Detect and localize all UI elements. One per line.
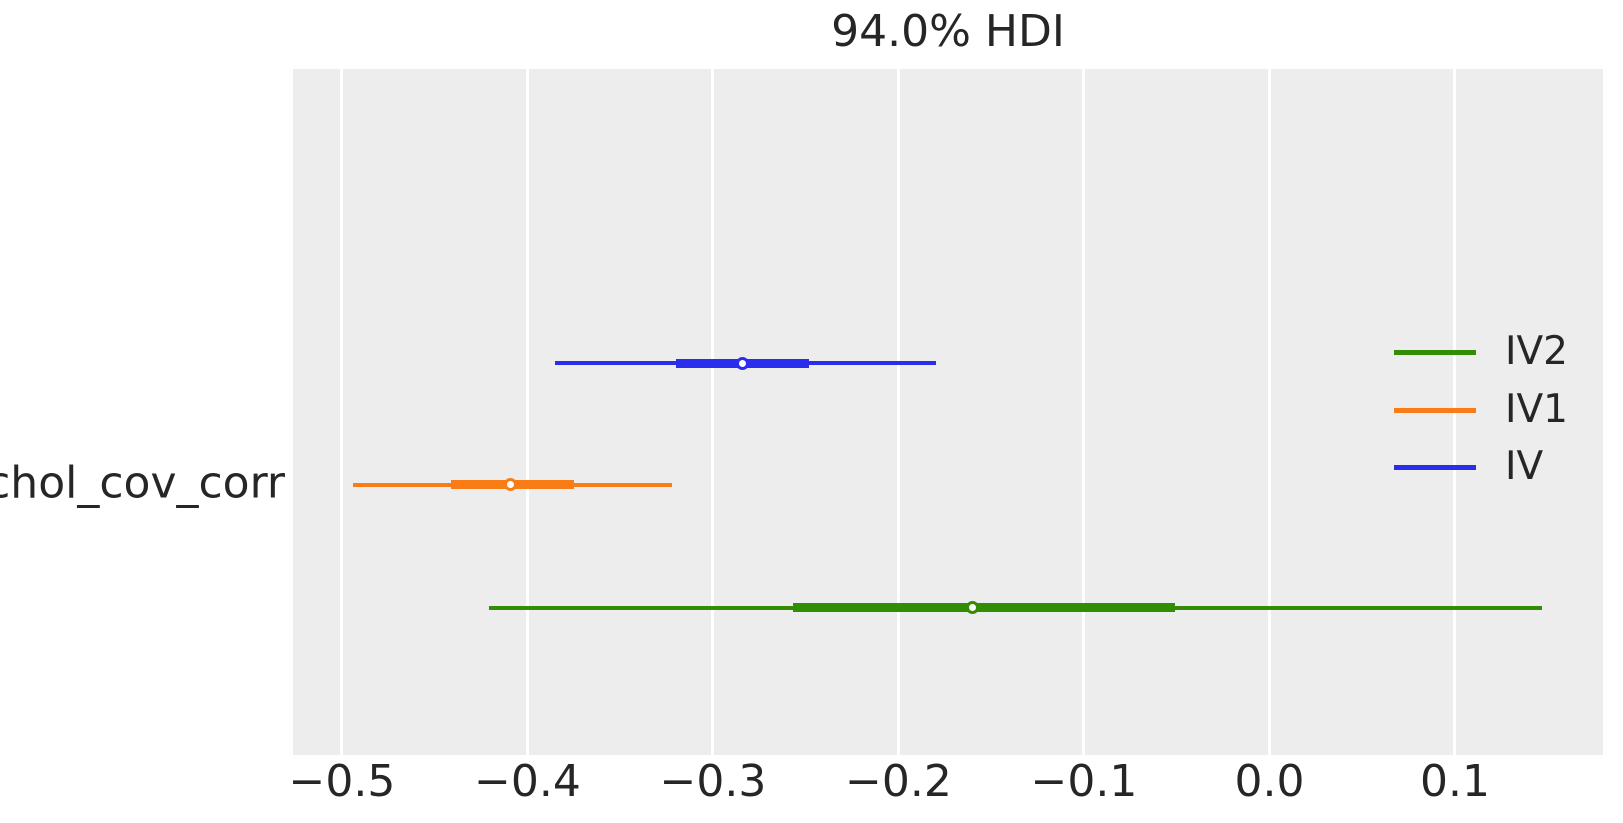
gridline-x-−0.4 (525, 69, 529, 755)
x-tick-label: −0.4 (474, 756, 581, 807)
x-tick-label: −0.2 (845, 756, 952, 807)
x-tick-label: 0.0 (1234, 756, 1305, 807)
y-tick-label: chol_cov_corr (0, 457, 285, 509)
legend-label: IV (1505, 444, 1544, 489)
median-dot-IV (736, 356, 750, 370)
gridline-x-−0.2 (896, 69, 900, 755)
median-dot-IV2 (966, 601, 980, 615)
median-dot-IV1 (504, 478, 518, 492)
x-tick-label: −0.5 (288, 756, 396, 807)
legend-line-sample (1394, 407, 1476, 413)
gridline-x-−0.1 (1082, 69, 1086, 755)
gridline-x-−0.3 (711, 69, 715, 755)
plot-area: IV2 IV1 IV (293, 69, 1603, 755)
gridline-x-−0.5 (340, 69, 344, 755)
quartile-line-IV2 (792, 603, 1175, 613)
x-tick-label: −0.3 (659, 756, 767, 807)
gridline-x-0.0 (1267, 69, 1271, 755)
legend-label: IV1 (1505, 386, 1568, 432)
x-tick-label: −0.1 (1030, 756, 1138, 807)
legend-label: IV2 (1505, 329, 1568, 374)
plot-title: 94.0% HDI (831, 6, 1065, 57)
legend-line-sample (1394, 350, 1476, 355)
legend-line-sample (1394, 465, 1476, 470)
x-tick-label: 0.1 (1419, 756, 1490, 807)
